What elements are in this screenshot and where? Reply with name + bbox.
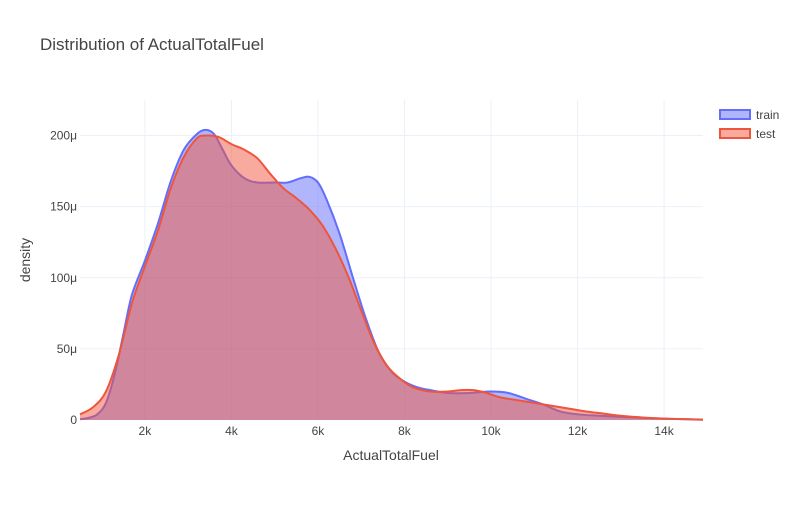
legend-item-test[interactable]: test	[719, 127, 776, 141]
x-axis-title: ActualTotalFuel	[343, 447, 439, 463]
series-test	[79, 134, 704, 421]
series-line-test	[79, 134, 704, 421]
x-tick-label: 14k	[654, 424, 674, 438]
series-layer	[79, 128, 704, 421]
y-axis-title: density	[17, 238, 33, 282]
x-tick-label: 4k	[225, 424, 239, 438]
x-tick-label: 6k	[312, 424, 326, 438]
y-tick-label: 150μ	[50, 200, 77, 214]
series-area-test	[80, 135, 703, 421]
legend: train test	[719, 108, 779, 141]
legend-label: test	[756, 127, 776, 141]
x-tick-label: 8k	[398, 424, 412, 438]
x-tick-label: 10k	[481, 424, 501, 438]
x-tick-label: 2k	[139, 424, 153, 438]
legend-swatch	[719, 109, 751, 120]
y-tick-label: 0	[70, 413, 77, 427]
legend-swatch	[719, 128, 751, 139]
y-tick-label: 50μ	[57, 342, 77, 356]
legend-label: train	[756, 108, 779, 122]
chart-title: Distribution of ActualTotalFuel	[40, 35, 264, 54]
y-tick-label: 200μ	[50, 129, 77, 143]
x-tick-label: 12k	[568, 424, 588, 438]
legend-item-train[interactable]: train	[719, 108, 779, 122]
y-tick-label: 100μ	[50, 271, 77, 285]
axis-layer: 2k 4k 6k 8k 10k 12k 14k 0 50μ 100μ 150μ 200μ	[50, 129, 675, 438]
